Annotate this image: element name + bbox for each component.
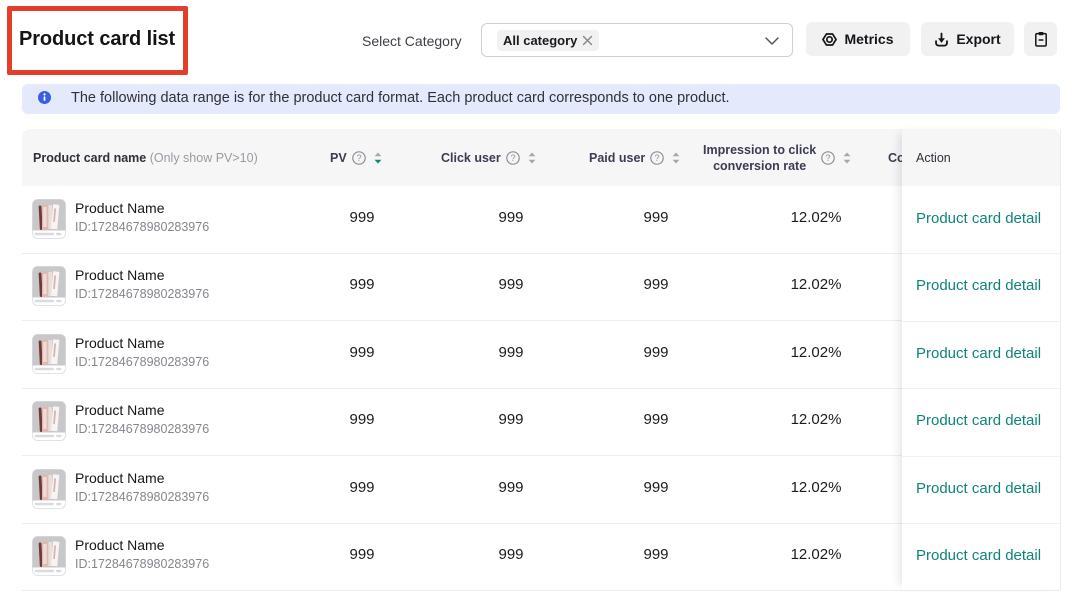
svg-text:?: ? xyxy=(655,153,660,163)
svg-text:?: ? xyxy=(826,153,831,163)
svg-text:?: ? xyxy=(510,153,515,163)
svg-text:?: ? xyxy=(356,153,361,163)
